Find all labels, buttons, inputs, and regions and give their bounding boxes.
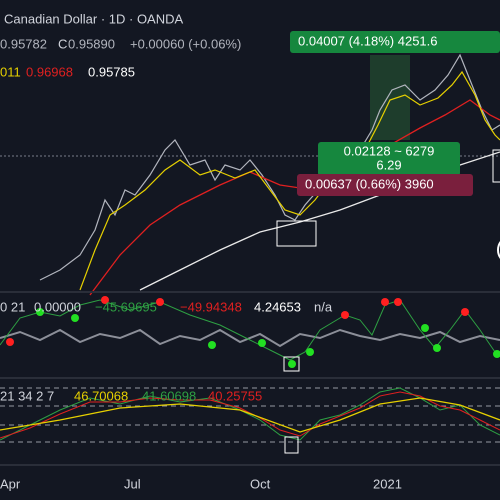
highlight-box: [284, 436, 299, 454]
measure-label: 0.04007 (4.18%) 4251.6: [298, 33, 438, 48]
histogram: [0, 328, 500, 348]
ohlc-change: +0.00060 (+0.06%): [130, 36, 241, 51]
stoch-d: [0, 391, 500, 439]
x-axis-label: Jul: [124, 476, 141, 491]
pane2-value: −45.69695: [95, 299, 157, 314]
ma-value: 0.96968: [26, 64, 73, 79]
title: Canadian Dollar · 1D · OANDA: [4, 11, 184, 26]
pane2-value: 0.00000: [34, 299, 81, 314]
dot: [341, 311, 349, 319]
stoch-avg: [0, 397, 500, 433]
dot: [208, 341, 216, 349]
oscillator: [0, 299, 496, 361]
pane3-value: 46.70068: [74, 388, 128, 403]
signal-dots: [6, 296, 500, 368]
dot: [493, 350, 500, 358]
x-axis-label: Apr: [0, 476, 21, 491]
pane3-value: 40.25755: [208, 388, 262, 403]
ma-value: 0.95785: [88, 64, 135, 79]
highlight-box: [283, 356, 300, 372]
dot: [258, 339, 266, 347]
dot: [433, 344, 441, 352]
range-label: 6.29: [376, 157, 401, 172]
pane2-params: 0 21: [0, 299, 25, 314]
dot: [6, 338, 14, 346]
dot: [381, 298, 389, 306]
dot: [394, 298, 402, 306]
dot: [306, 348, 314, 356]
dot: [421, 324, 429, 332]
x-axis-label: 2021: [373, 476, 402, 491]
ohlc-open: 0.95782: [0, 36, 47, 51]
pane3-value: 41.60698: [142, 388, 196, 403]
measure-label-bg: [297, 174, 473, 196]
x-axis-label: Oct: [250, 476, 271, 491]
pane3-params: 21 34 2 7: [0, 388, 54, 403]
measure-label: 0.00637 (0.66%) 3960: [305, 176, 434, 191]
dot: [36, 308, 44, 316]
ohlc-close: 0.95890: [68, 36, 115, 51]
highlight-box: [492, 149, 500, 183]
ohlc-label: C: [58, 36, 67, 51]
price-bars: [39, 53, 500, 281]
ma-fast: [79, 70, 500, 291]
measure-label-bg: [290, 31, 500, 53]
dot: [461, 308, 469, 316]
dot: [101, 296, 109, 304]
range-label: 0.02128 ~ 6279: [344, 143, 435, 158]
dot: [71, 314, 79, 322]
ma-value: 011: [0, 64, 21, 79]
highlight-box: [276, 220, 317, 247]
pane2-value: 4.24653: [254, 299, 301, 314]
range-label-bg: [318, 142, 460, 176]
pane2-value: n/a: [314, 299, 333, 314]
measure-shade: [370, 55, 410, 140]
pane2-value: −49.94348: [180, 299, 242, 314]
dot: [288, 360, 296, 368]
marker: [497, 241, 500, 259]
dot: [156, 298, 164, 306]
